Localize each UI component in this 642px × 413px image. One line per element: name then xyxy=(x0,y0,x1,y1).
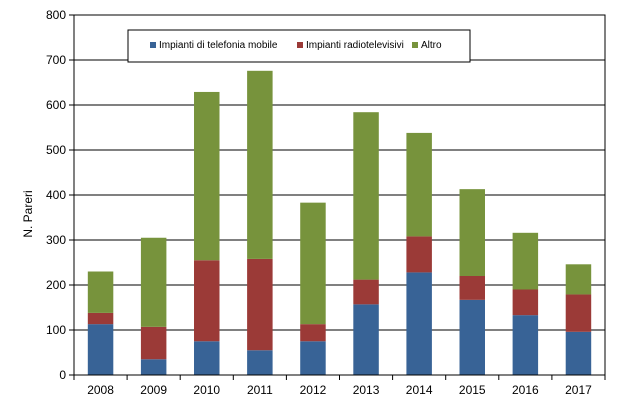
y-tick-label-100: 100 xyxy=(46,323,66,337)
bar-2012-series-2 xyxy=(300,202,326,325)
legend-label-1: Impianti radiotelevisivi xyxy=(306,40,404,51)
legend: Impianti di telefonia mobile Impianti rad… xyxy=(127,29,471,63)
bar-2015-series-1 xyxy=(459,276,485,300)
x-tick-label-2017: 2017 xyxy=(565,383,592,397)
bar-2017-series-0 xyxy=(565,331,592,375)
bar-2016-series-1 xyxy=(512,289,539,316)
legend-swatch-2 xyxy=(412,42,418,48)
bar-2012-series-1 xyxy=(300,324,326,342)
y-tick-label-500: 500 xyxy=(46,143,66,157)
x-tick-label-2014: 2014 xyxy=(406,383,433,397)
bar-2010-series-2 xyxy=(194,91,220,261)
x-tick-label-2016: 2016 xyxy=(512,383,539,397)
y-tick-label-400: 400 xyxy=(46,188,66,202)
bar-2010-series-1 xyxy=(194,260,220,342)
x-tick-label-2010: 2010 xyxy=(193,383,220,397)
bar-2011-series-2 xyxy=(247,70,273,259)
legend-swatch-1 xyxy=(297,42,303,48)
x-tick-label-2008: 2008 xyxy=(87,383,114,397)
y-tick-label-200: 200 xyxy=(46,278,66,292)
y-tick-label-700: 700 xyxy=(46,53,66,67)
bars xyxy=(87,70,592,375)
legend-items: Impianti di telefonia mobile Impianti rad… xyxy=(150,40,442,51)
x-tick-label-2015: 2015 xyxy=(459,383,486,397)
bar-2011-series-0 xyxy=(247,350,273,375)
bar-2014-series-0 xyxy=(406,272,432,375)
y-tick-label-0: 0 xyxy=(59,368,66,382)
legend-label-2: Altro xyxy=(421,40,442,51)
x-tick-label-2013: 2013 xyxy=(353,383,380,397)
y-tick-label-300: 300 xyxy=(46,233,66,247)
bar-2015-series-2 xyxy=(459,189,485,276)
bar-2008-series-1 xyxy=(87,312,114,325)
y-tick-label-600: 600 xyxy=(46,98,66,112)
bar-2009-series-1 xyxy=(140,326,167,360)
bar-2014-series-1 xyxy=(406,236,432,273)
bar-2012-series-0 xyxy=(300,341,326,375)
x-tick-label-2011: 2011 xyxy=(247,383,273,397)
legend-swatch-0 xyxy=(150,42,156,48)
x-tick-label-2009: 2009 xyxy=(140,383,167,397)
bar-2011-series-1 xyxy=(247,258,273,351)
bar-2009-series-0 xyxy=(140,359,167,375)
axes xyxy=(69,14,606,380)
bar-2013-series-0 xyxy=(353,304,379,375)
bar-2008-series-2 xyxy=(87,271,114,313)
y-axis-label: N. Pareri xyxy=(21,190,35,237)
bar-2017-series-2 xyxy=(565,264,592,295)
bar-2016-series-0 xyxy=(512,315,539,375)
bar-2015-series-0 xyxy=(459,299,485,375)
bar-2008-series-0 xyxy=(87,324,114,375)
legend-label-0: Impianti di telefonia mobile xyxy=(159,40,278,51)
x-tick-label-2012: 2012 xyxy=(300,383,327,397)
bar-2013-series-2 xyxy=(353,112,379,280)
bar-2009-series-2 xyxy=(140,237,167,327)
bar-2017-series-1 xyxy=(565,294,592,332)
bar-2013-series-1 xyxy=(353,279,379,305)
bar-2014-series-2 xyxy=(406,132,432,237)
y-tick-label-800: 800 xyxy=(46,8,66,22)
bar-2016-series-2 xyxy=(512,232,539,290)
tick-labels: 0 100 200 300 400 500 600 700 800 2008 2009 2010 201… xyxy=(46,8,592,397)
bar-2010-series-0 xyxy=(194,341,220,375)
